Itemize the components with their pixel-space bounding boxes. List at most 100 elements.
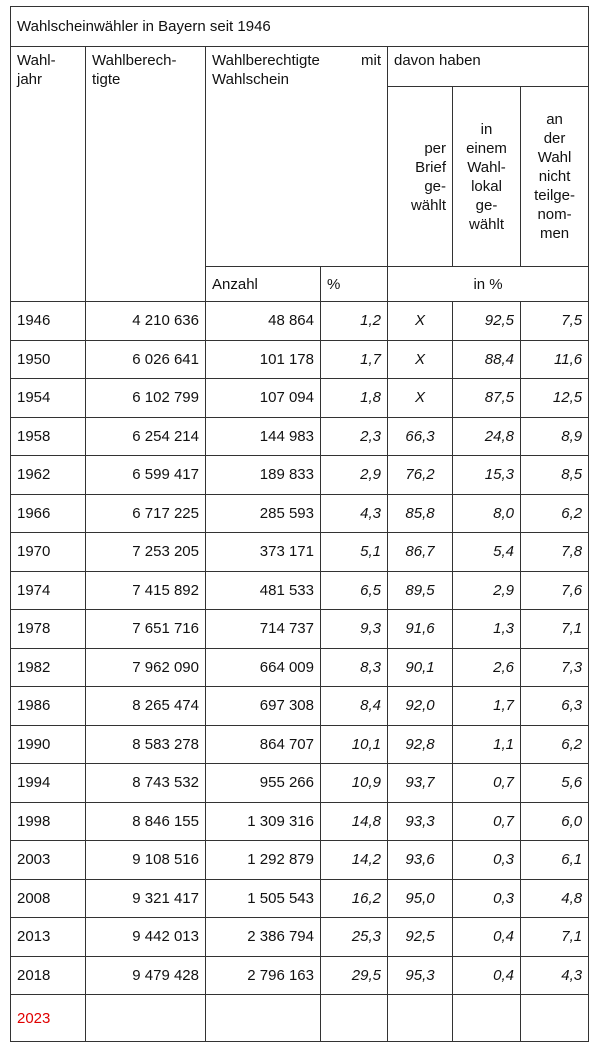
table-cell [85, 994, 206, 1042]
table-cell: 93,7 [387, 763, 453, 803]
table-cell: 0,4 [452, 917, 521, 957]
header-cell: an der Wahl nicht teilge- nom- men [519, 86, 590, 267]
table-row: 2008 9 321 417 1 505 543 16,2 95,0 0,3 4,8 [10, 878, 590, 918]
table-cell: 1,1 [452, 724, 521, 764]
table-cell: 8 265 474 [85, 686, 206, 726]
table-cell: 10,1 [320, 724, 388, 764]
table-cell: 1 309 316 [205, 801, 321, 841]
table-cell: 1990 [10, 724, 86, 764]
table-cell: 11,6 [519, 339, 590, 379]
table-cell: 1998 [10, 801, 86, 841]
table-cell: 1 292 879 [205, 840, 321, 880]
table-cell: 14,8 [320, 801, 388, 841]
table-cell: 1982 [10, 647, 86, 687]
table-cell: 14,2 [320, 840, 388, 880]
table-cell: 2,9 [452, 570, 521, 610]
table-cell [320, 994, 388, 1042]
table-cell: 5,1 [320, 532, 388, 572]
table-cell: 144 983 [205, 416, 321, 456]
table-cell: 714 737 [205, 609, 321, 649]
table-cell [519, 994, 590, 1042]
table-cell [387, 994, 453, 1042]
table-cell: X [387, 339, 453, 379]
table-cell: 2,3 [320, 416, 388, 456]
table-cell: 15,3 [452, 455, 521, 495]
table-cell: 8 583 278 [85, 724, 206, 764]
table-cell: 24,8 [452, 416, 521, 456]
table-cell: 6 717 225 [85, 493, 206, 533]
table-cell: 29,5 [320, 955, 388, 995]
table-cell: 2003 [10, 840, 86, 880]
table-cell: 48 864 [205, 301, 321, 341]
table-row: 1950 6 026 641 101 178 1,7 X 88,4 11,6 [10, 339, 590, 379]
table-cell: 4,3 [320, 493, 388, 533]
table-cell: 6 026 641 [85, 339, 206, 379]
header-cell: per Brief ge- wählt [387, 86, 453, 267]
table-cell: 7,3 [519, 647, 590, 687]
table-cell: 1,3 [452, 609, 521, 649]
table-cell: 373 171 [205, 532, 321, 572]
table-cell: 1950 [10, 339, 86, 379]
table-row: 2003 9 108 516 1 292 879 14,2 93,6 0,3 6,1 [10, 840, 590, 880]
table-row: 1966 6 717 225 285 593 4,3 85,8 8,0 6,2 [10, 493, 590, 533]
table-cell: 1954 [10, 378, 86, 418]
table-cell: 4,8 [519, 878, 590, 918]
table-row: 1974 7 415 892 481 533 6,5 89,5 2,9 7,6 [10, 570, 590, 610]
table-cell: 2018 [10, 955, 86, 995]
table-row: 2018 9 479 428 2 796 163 29,5 95,3 0,4 4,3 [10, 955, 590, 995]
table-row: 1970 7 253 205 373 171 5,1 86,7 5,4 7,8 [10, 532, 590, 572]
table-row: 1958 6 254 214 144 983 2,3 66,3 24,8 8,9 [10, 416, 590, 456]
table-cell: 85,8 [387, 493, 453, 533]
table-cell: 9 321 417 [85, 878, 206, 918]
table-row: 1990 8 583 278 864 707 10,1 92,8 1,1 6,2 [10, 724, 590, 764]
table-cell: 1966 [10, 493, 86, 533]
table-cell: 25,3 [320, 917, 388, 957]
table-cell: 5,4 [452, 532, 521, 572]
table-cell: 7 415 892 [85, 570, 206, 610]
table-row: 1986 8 265 474 697 308 8,4 92,0 1,7 6,3 [10, 686, 590, 726]
table-cell: X [387, 301, 453, 341]
table-cell: 1946 [10, 301, 86, 341]
table-cell: 8,5 [519, 455, 590, 495]
table-row: 2023 [10, 994, 590, 1042]
table: Wahlscheinwähler in Bayern seit 1946 Wah… [9, 6, 590, 1042]
header-cell: in % [386, 266, 590, 302]
table-cell: 6,0 [519, 801, 590, 841]
table-cell: 1970 [10, 532, 86, 572]
table-cell: 2 386 794 [205, 917, 321, 957]
table-cell: 88,4 [452, 339, 521, 379]
table-cell: 10,9 [320, 763, 388, 803]
table-cell: 5,6 [519, 763, 590, 803]
table-cell: 8 846 155 [85, 801, 206, 841]
table-cell: 6,3 [519, 686, 590, 726]
table-cell: 8,4 [320, 686, 388, 726]
table-cell: 0,3 [452, 840, 521, 880]
table-cell: 7 253 205 [85, 532, 206, 572]
table-cell: 92,8 [387, 724, 453, 764]
table-cell: 2013 [10, 917, 86, 957]
table-cell: 0,7 [452, 801, 521, 841]
table-cell: 92,5 [452, 301, 521, 341]
header-cell: % [320, 266, 388, 302]
table-cell: 12,5 [519, 378, 590, 418]
table-cell: 1986 [10, 686, 86, 726]
table-cell: 95,3 [387, 955, 453, 995]
table-cell: 76,2 [387, 455, 453, 495]
table-cell: 16,2 [320, 878, 388, 918]
table-cell: 87,5 [452, 378, 521, 418]
table-cell: 189 833 [205, 455, 321, 495]
table-cell: 1,2 [320, 301, 388, 341]
table-cell: 8,9 [519, 416, 590, 456]
table-cell: 2 796 163 [205, 955, 321, 995]
table-cell: 4,3 [519, 955, 590, 995]
table-cell: 697 308 [205, 686, 321, 726]
table-cell: 285 593 [205, 493, 321, 533]
table-cell: 9 108 516 [85, 840, 206, 880]
table-cell: 2,9 [320, 455, 388, 495]
table-cell: X [387, 378, 453, 418]
table-cell: 6,1 [519, 840, 590, 880]
table-cell: 92,0 [387, 686, 453, 726]
table-row: 1946 4 210 636 48 864 1,2 X 92,5 7,5 [10, 301, 590, 341]
table-cell: 1,7 [320, 339, 388, 379]
